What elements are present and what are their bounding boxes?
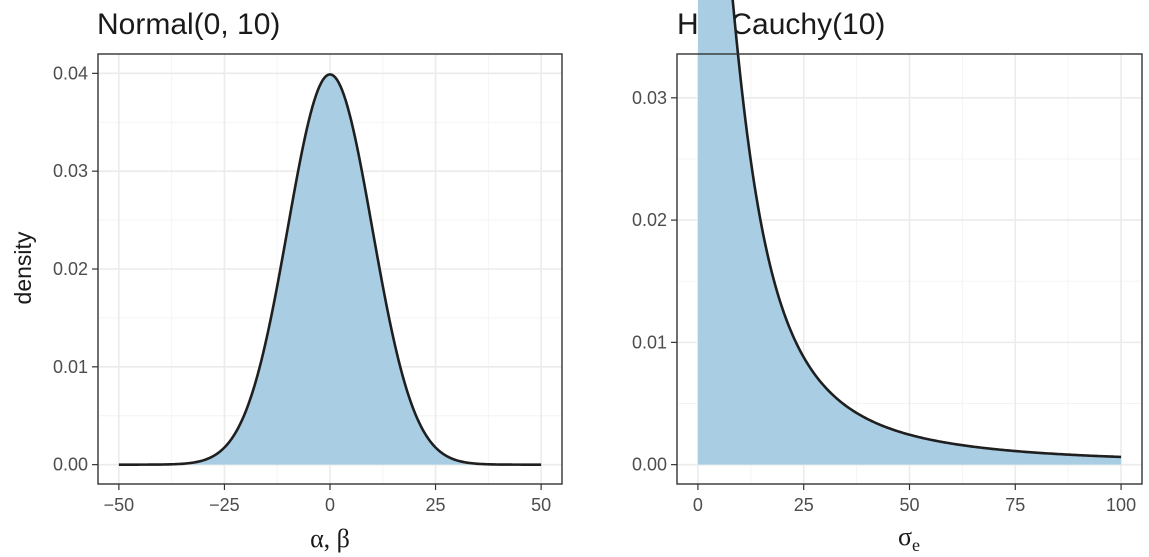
x-tick-label: 0	[325, 495, 335, 515]
density-area	[118, 74, 542, 465]
x-tick-label: −25	[209, 495, 240, 515]
y-tick-label: 0.01	[53, 357, 88, 377]
x-tick-label: 0	[693, 495, 703, 515]
panel-halfcauchy: HalfCauchy(10) 0 25 50 75 1000.000.010.020.0…	[632, 0, 1143, 555]
x-tick-label: 25	[794, 495, 814, 515]
y-axis-label: density	[10, 231, 36, 304]
plot-area-normal: −50 −25 0 25 50 0.00 0.01 0.02 0.03 0.04	[53, 53, 563, 515]
y-tick-label: 0.00	[632, 455, 667, 475]
y-tick-label: 0.00	[53, 455, 88, 475]
x-axis-label-subscript: e	[912, 535, 920, 555]
x-tick-label: 50	[899, 495, 919, 515]
y-tick-label: 0.02	[53, 259, 88, 279]
plot-area-halfcauchy: 0 25 50 75 100 0.00 0.01 0.02 0.03	[632, 0, 1143, 515]
x-tick-label: 50	[531, 495, 551, 515]
x-axis-label-symbol: σ	[898, 522, 912, 551]
x-tick-label: 100	[1106, 495, 1136, 515]
panel-title-normal: Normal(0, 10)	[97, 8, 280, 41]
density-curve	[731, 0, 1122, 459]
y-tick-label: 0.01	[632, 332, 667, 352]
y-tick-label: 0.04	[53, 63, 88, 83]
y-tick-label: 0.03	[632, 88, 667, 108]
x-axis-label-normal: α, β	[310, 524, 350, 553]
y-tick-label: 0.03	[53, 161, 88, 181]
x-axis-label-halfcauchy: σe	[898, 522, 920, 555]
panel-normal: Normal(0, 10) −50 −25 0 25 50 0.00 0.01 0.02 0.0…	[10, 8, 563, 553]
x-tick-label: 25	[426, 495, 446, 515]
density-curve	[118, 73, 542, 466]
x-tick-label: 75	[1005, 495, 1025, 515]
x-tick-label: −50	[104, 495, 135, 515]
density-area	[697, 0, 1122, 465]
y-tick-label: 0.02	[632, 210, 667, 230]
